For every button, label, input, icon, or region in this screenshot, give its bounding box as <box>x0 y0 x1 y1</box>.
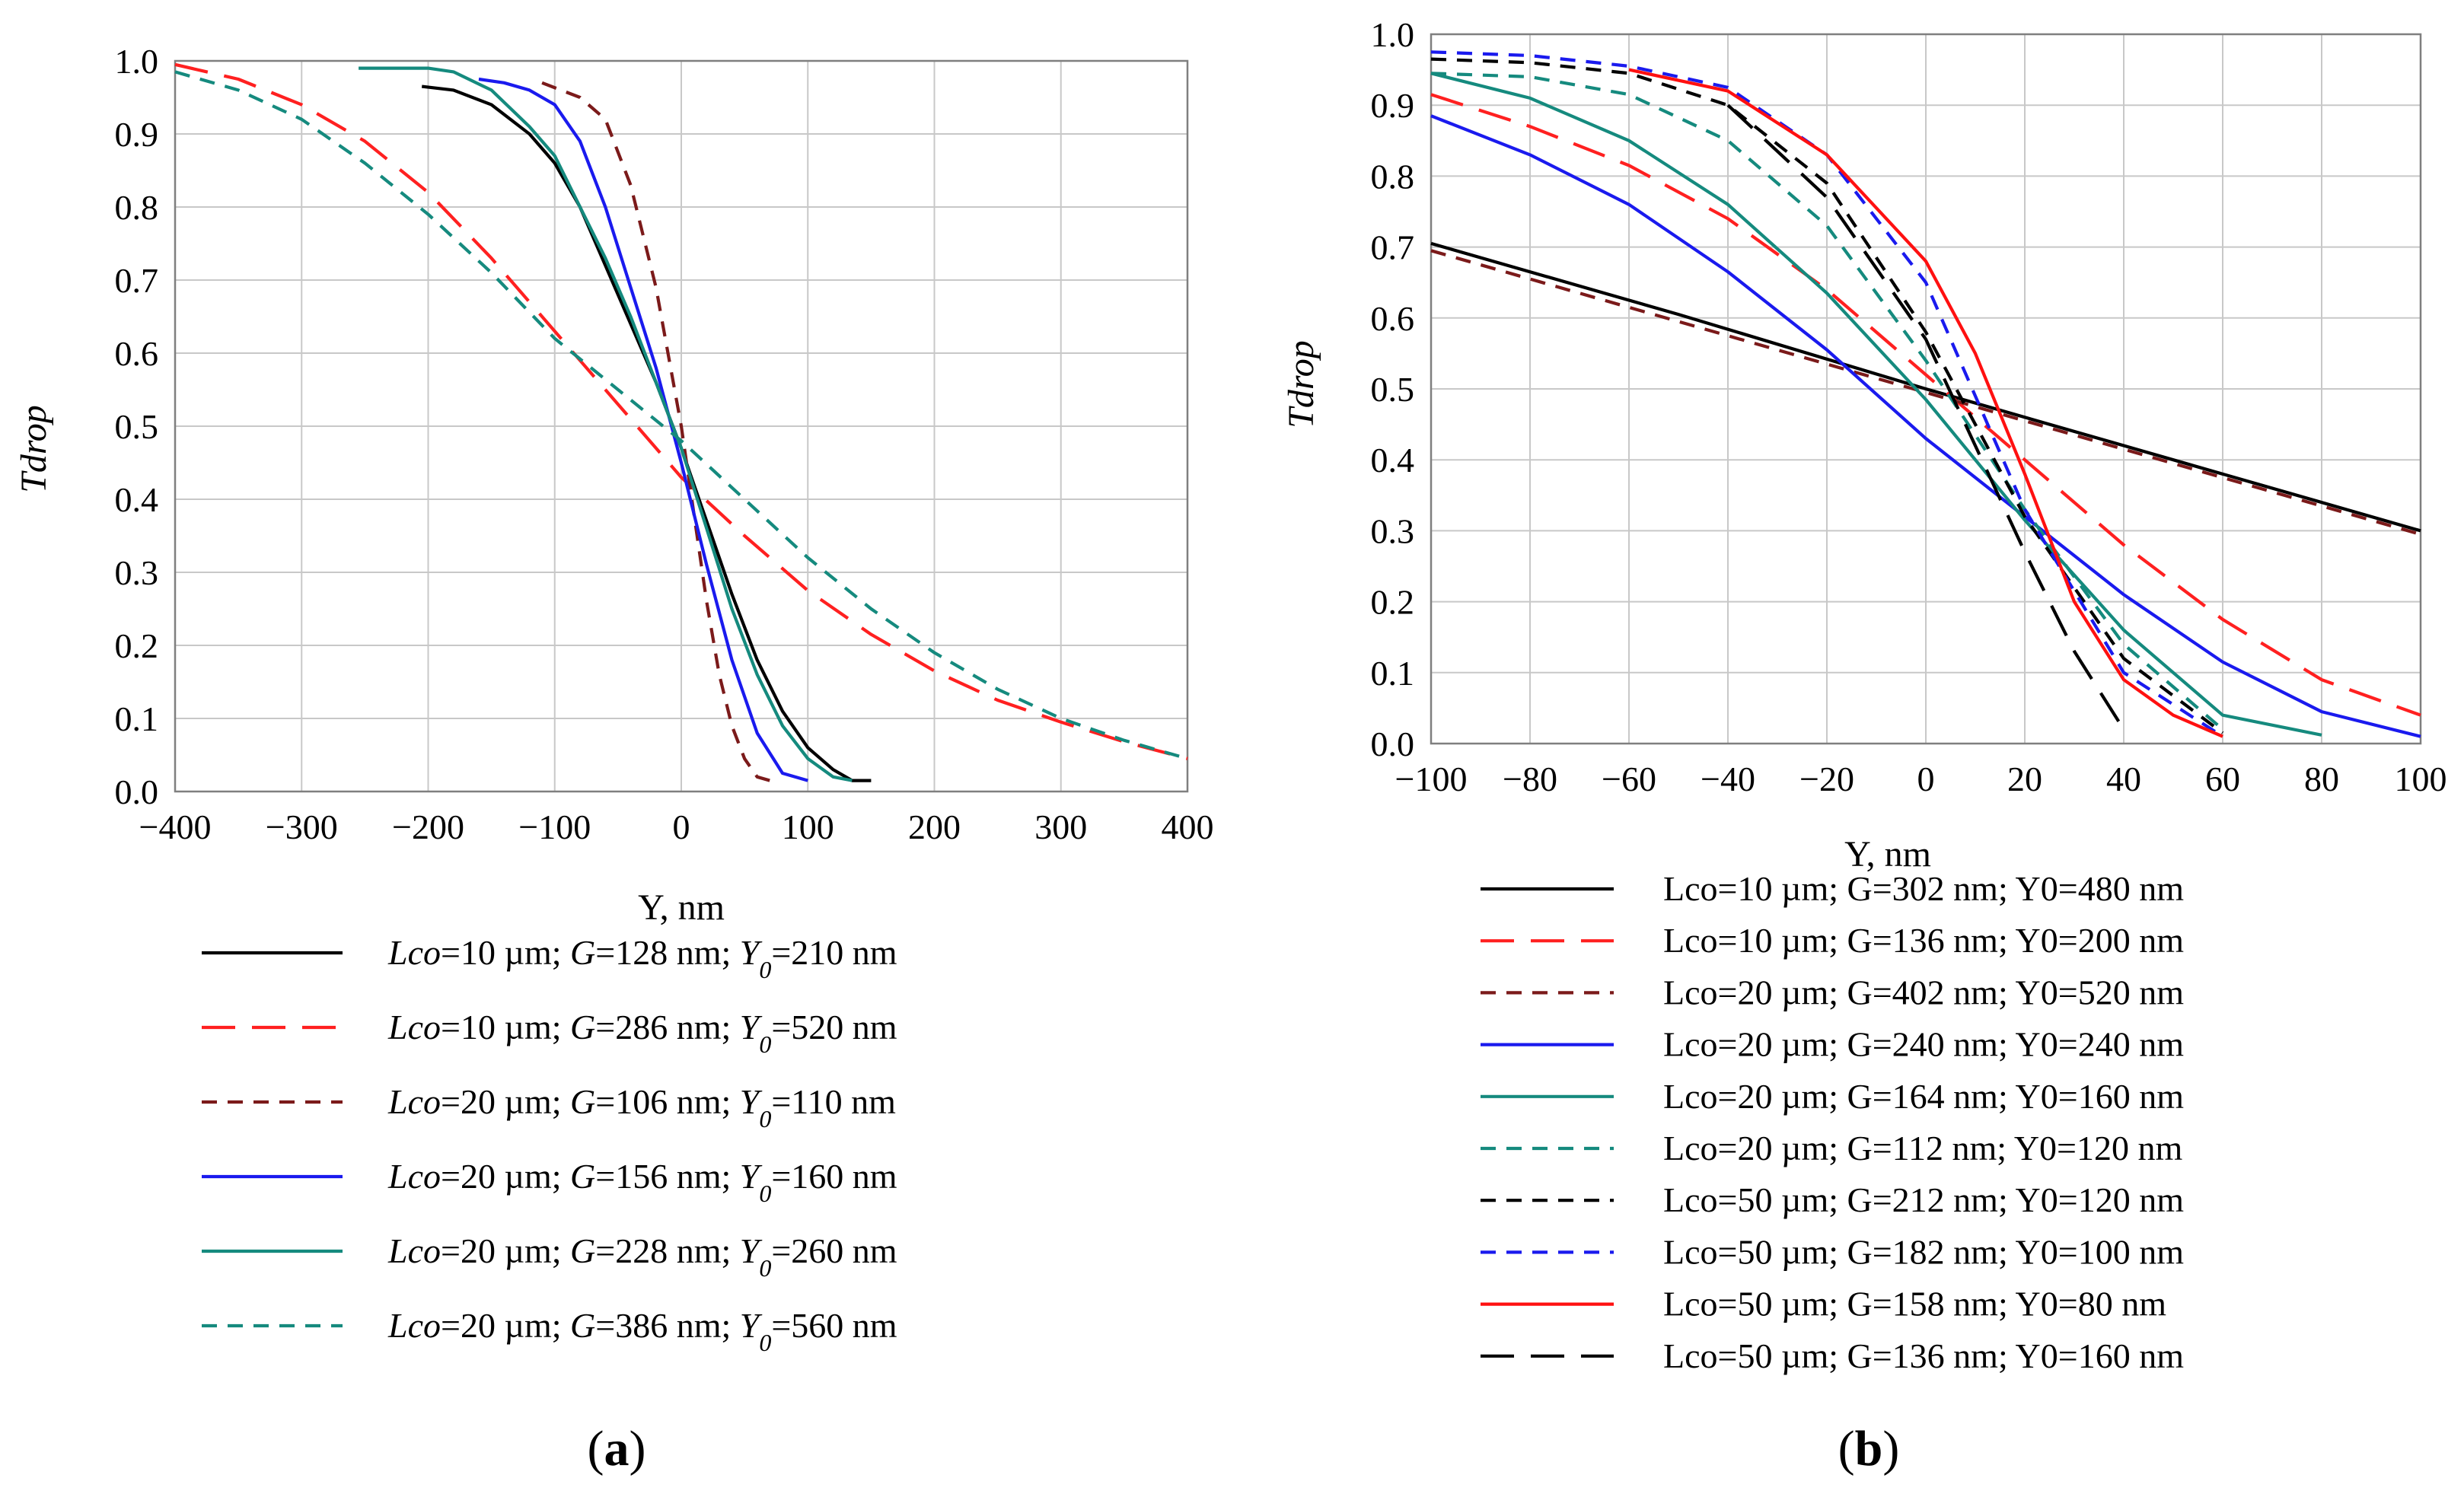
chart-panel-b: −100 −80 −60 −40 −20 0 20 40 60 80 100 0.0 0.1 0.2 0.3… <box>1281 15 2447 1476</box>
x-tick-label: 200 <box>908 807 961 846</box>
y-tick-label: 0.2 <box>115 626 159 665</box>
legend-a: Lco=10 µm; G=128 nm; Y0=210 nm Lco=10 µm;… <box>202 933 897 1356</box>
legend-label: Lco=20 µm; G=106 nm; Y0=110 nm <box>387 1082 896 1132</box>
x-tick-label: −40 <box>1701 760 1755 798</box>
chart-panel-a: −400 −300 −200 −100 0 100 200 300 400 0.0 0.1 0.2 0.… <box>14 42 1214 1476</box>
x-tick-label: 100 <box>782 807 834 846</box>
y-tick-label: 0.8 <box>115 188 159 227</box>
series-line <box>478 77 808 782</box>
y-tick-label: 0.2 <box>1371 583 1415 622</box>
series-line <box>1430 241 2421 533</box>
series-group-b <box>1430 50 2421 738</box>
series-line <box>1430 249 2421 537</box>
series-line <box>174 62 1188 760</box>
legend-label: Lco=10 µm; G=286 nm; Y0=520 nm <box>387 1008 897 1058</box>
x-axis-title-a: Y, nm <box>638 887 725 928</box>
ticks-a: −400 −300 −200 −100 0 100 200 300 400 0.0 0.1 0.2 0.… <box>115 42 1214 846</box>
x-tick-label: −80 <box>1503 760 1557 798</box>
series-line <box>359 66 853 782</box>
series-line <box>1628 68 2223 738</box>
x-tick-label: −100 <box>1395 760 1468 798</box>
x-tick-label: −400 <box>139 807 212 846</box>
legend-label: Lco=20 µm; G=112 nm; Y0=120 nm <box>1663 1129 2182 1167</box>
y-tick-label: 0.5 <box>1371 370 1415 409</box>
y-tick-label: 0.4 <box>1371 441 1415 479</box>
x-tick-label: 80 <box>2304 760 2339 798</box>
legend-label: Lco=50 µm; G=136 nm; Y0=160 nm <box>1663 1336 2184 1375</box>
y-axis-title-b: Tdrop <box>1281 340 1321 428</box>
x-tick-label: −20 <box>1799 760 1854 798</box>
legend-label: Lco=50 µm; G=158 nm; Y0=80 nm <box>1663 1285 2166 1323</box>
y-tick-label: 0.6 <box>1371 299 1415 338</box>
x-tick-label: 400 <box>1162 807 1214 846</box>
y-tick-label: 0.0 <box>1371 725 1415 763</box>
legend-label: Lco=20 µm; G=386 nm; Y0=560 nm <box>387 1306 897 1356</box>
y-tick-label: 0.8 <box>1371 157 1415 196</box>
x-tick-label: −60 <box>1602 760 1656 798</box>
legend-label: Lco=20 µm; G=240 nm; Y0=240 nm <box>1663 1025 2184 1064</box>
y-tick-label: 0.9 <box>1371 86 1415 125</box>
grid-a <box>174 59 1189 793</box>
panel-letter-a: a <box>604 1421 630 1476</box>
legend-label: Lco=10 µm; G=302 nm; Y0=480 nm <box>1663 869 2184 908</box>
x-tick-label: 40 <box>2106 760 2141 798</box>
y-tick-label: 0.1 <box>1371 654 1415 693</box>
panel-label-b: (b) <box>1838 1421 1900 1476</box>
legend-label: Lco=20 µm; G=228 nm; Y0=260 nm <box>387 1231 897 1282</box>
x-tick-label: 100 <box>2395 760 2447 798</box>
legend-label: Lco=20 µm; G=164 nm; Y0=160 nm <box>1663 1077 2184 1116</box>
y-tick-label: 1.0 <box>1371 15 1415 54</box>
y-axis-title-a: Tdrop <box>14 405 54 493</box>
series-group-a <box>174 62 1188 782</box>
x-tick-label: −100 <box>518 807 591 846</box>
series-line <box>1430 114 2421 738</box>
y-tick-label: 1.0 <box>115 42 159 81</box>
plot-frame <box>174 59 1189 793</box>
y-tick-label: 0.6 <box>115 334 159 373</box>
y-tick-label: 0.3 <box>1371 511 1415 550</box>
y-tick-label: 0.1 <box>115 699 159 738</box>
legend-label: Lco=10 µm; G=136 nm; Y0=200 nm <box>1663 921 2184 960</box>
grid-b <box>1430 33 2422 745</box>
y-tick-label: 0.4 <box>115 480 159 519</box>
legend-label: Lco=50 µm; G=212 nm; Y0=120 nm <box>1663 1180 2184 1219</box>
y-tick-label: 0.3 <box>115 553 159 592</box>
x-tick-label: −200 <box>392 807 464 846</box>
x-axis-title-b: Y, nm <box>1844 834 1931 874</box>
legend-label: Lco=10 µm; G=128 nm; Y0=210 nm <box>387 933 897 983</box>
y-tick-label: 0.0 <box>115 772 159 811</box>
legend-label: Lco=50 µm; G=182 nm; Y0=100 nm <box>1663 1232 2184 1271</box>
y-tick-label: 0.7 <box>1371 228 1415 267</box>
panel-letter-b: b <box>1855 1421 1883 1476</box>
y-tick-label: 0.5 <box>115 407 159 446</box>
y-tick-label: 0.7 <box>115 261 159 300</box>
legend-b: Lco=10 µm; G=302 nm; Y0=480 nm Lco=10 µm;… <box>1481 869 2184 1375</box>
legend-label: Lco=20 µm; G=402 nm; Y0=520 nm <box>1663 973 2184 1011</box>
x-tick-label: 60 <box>2205 760 2240 798</box>
panel-label-a: (a) <box>588 1421 646 1476</box>
x-tick-label: −300 <box>266 807 338 846</box>
legend-label: Lco=20 µm; G=156 nm; Y0=160 nm <box>387 1157 897 1207</box>
series-line <box>1430 72 2224 731</box>
ticks-b: −100 −80 −60 −40 −20 0 20 40 60 80 100 0.0 0.1 0.2 0.3… <box>1371 15 2447 798</box>
y-tick-label: 0.9 <box>115 115 159 154</box>
series-line <box>1726 104 2125 731</box>
series-line <box>174 70 1188 760</box>
x-tick-label: 300 <box>1034 807 1087 846</box>
series-line <box>1430 57 2224 734</box>
x-tick-label: 0 <box>673 807 690 846</box>
plot-frame <box>1430 33 2422 745</box>
x-tick-label: 20 <box>2007 760 2042 798</box>
x-tick-label: 0 <box>1917 760 1935 798</box>
series-line <box>1430 72 2322 737</box>
series-line <box>1430 93 2421 717</box>
